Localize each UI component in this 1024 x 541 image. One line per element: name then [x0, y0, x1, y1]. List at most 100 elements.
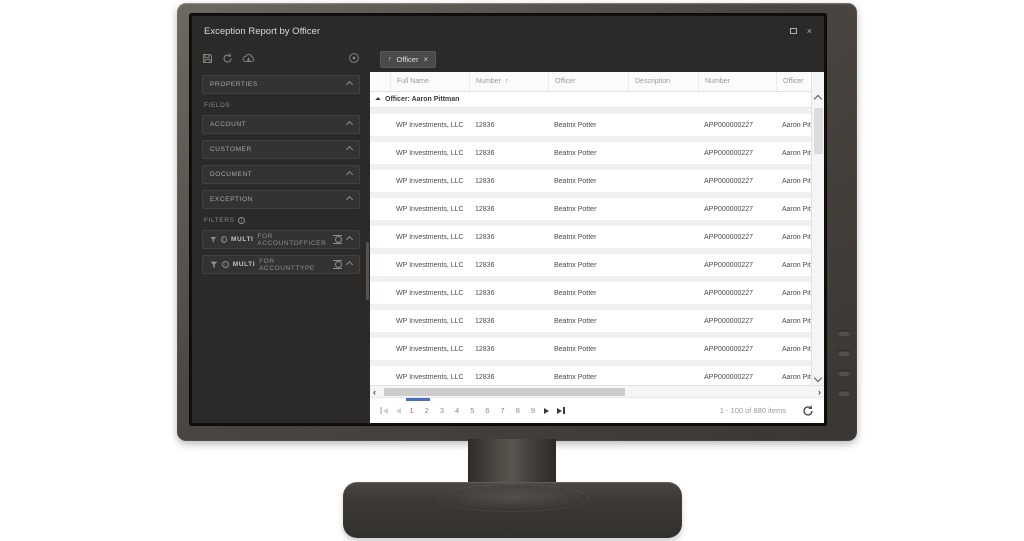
- sidebar-field-panel[interactable]: ACCOUNT: [202, 115, 360, 134]
- previous-page-button[interactable]: [395, 407, 401, 414]
- table-row[interactable]: WP Investments, LLC 12836 Beatrix Potter…: [370, 366, 811, 385]
- sidebar-field-panel[interactable]: CUSTOMER: [202, 140, 360, 159]
- fields-section-label: FIELDS: [204, 102, 358, 109]
- monitor-button-3[interactable]: [838, 370, 850, 375]
- table-row[interactable]: WP Investments, LLC 12836 Beatrix Potter…: [370, 114, 811, 136]
- cell-group-officer: Aaron Pittman: [782, 289, 811, 297]
- column-header-officer-2[interactable]: Officer: [776, 72, 811, 91]
- chevron-up-icon: [345, 120, 354, 129]
- filter-panels: i MULTI FOR ACCOUNTOFFICER i MULTI FOR A…: [202, 230, 360, 274]
- group-chip-officer[interactable]: ↑ Officer ×: [380, 50, 437, 68]
- first-page-button[interactable]: [380, 407, 388, 414]
- column-header-description[interactable]: Description: [628, 72, 698, 91]
- column-header-group-indent: [370, 72, 390, 91]
- column-header-number-2[interactable]: Number: [698, 72, 776, 91]
- cell-app-number: APP000000227: [704, 205, 754, 213]
- pager-page-9[interactable]: 9: [530, 406, 536, 415]
- table-row[interactable]: WP Investments, LLC 12836 Beatrix Potter…: [370, 310, 811, 332]
- screen: Exception Report by Officer ×: [192, 16, 824, 423]
- scroll-right-icon[interactable]: ›: [818, 387, 821, 397]
- sidebar-field-panel[interactable]: DOCUMENT: [202, 165, 360, 184]
- next-page-button[interactable]: [544, 407, 550, 414]
- gear-icon[interactable]: [335, 261, 342, 268]
- scroll-up-icon[interactable]: [813, 94, 823, 104]
- filter-description: FOR ACCOUNTTYPE: [259, 257, 315, 272]
- cell-full-name: WP Investments, LLC: [396, 289, 464, 297]
- close-icon[interactable]: ×: [806, 25, 812, 36]
- column-header-full-name[interactable]: Full Name: [390, 72, 469, 91]
- cloud-download-icon[interactable]: [242, 53, 255, 64]
- horizontal-scrollbar[interactable]: ‹ ›: [370, 385, 824, 401]
- pager-page-3[interactable]: 3: [439, 406, 445, 415]
- grid-rows: WP Investments, LLC 12836 Beatrix Potter…: [370, 114, 811, 385]
- sidebar-filter-panel[interactable]: i MULTI FOR ACCOUNTOFFICER: [202, 230, 360, 249]
- group-bar: ↑ Officer ×: [370, 46, 824, 72]
- app-header: Exception Report by Officer ×: [192, 16, 824, 46]
- column-header-number[interactable]: Number ↑: [469, 72, 548, 91]
- cell-group-officer: Aaron Pittman: [782, 149, 811, 157]
- sidebar-filter-panel[interactable]: i MULTI FOR ACCOUNTTYPE: [202, 255, 360, 274]
- grid-header: Full Name Number ↑ Officer Description Nu…: [370, 72, 811, 92]
- cell-full-name: WP Investments, LLC: [396, 149, 464, 157]
- scroll-down-icon[interactable]: [813, 373, 823, 383]
- pager-page-6[interactable]: 6: [485, 406, 490, 415]
- vertical-scroll-thumb[interactable]: [814, 108, 823, 154]
- cell-app-number: APP000000227: [704, 149, 754, 157]
- cell-officer: Beatrix Potter: [554, 233, 597, 241]
- cell-officer: Beatrix Potter: [554, 289, 597, 297]
- field-panel-label: EXCEPTION: [210, 196, 253, 203]
- pager-page-1[interactable]: 1: [409, 406, 414, 415]
- remove-group-icon[interactable]: ×: [423, 54, 429, 64]
- info-icon: i: [221, 261, 229, 268]
- panel-properties[interactable]: PROPERTIES: [202, 75, 360, 94]
- cell-group-officer: Aaron Pittman: [782, 261, 811, 269]
- table-row[interactable]: WP Investments, LLC 12836 Beatrix Potter…: [370, 254, 811, 276]
- table-row[interactable]: WP Investments, LLC 12836 Beatrix Potter…: [370, 170, 811, 192]
- column-header-officer[interactable]: Officer: [548, 72, 628, 91]
- monitor-button-1[interactable]: [838, 330, 850, 335]
- monitor-button-2[interactable]: [838, 350, 850, 355]
- table-row[interactable]: WP Investments, LLC 12836 Beatrix Potter…: [370, 198, 811, 220]
- gear-icon[interactable]: [335, 236, 342, 243]
- pager-page-2[interactable]: 2: [424, 406, 429, 415]
- cell-app-number: APP000000227: [704, 317, 754, 325]
- horizontal-scroll-thumb[interactable]: [384, 388, 625, 396]
- sidebar-scrollbar[interactable]: [366, 242, 369, 300]
- cell-group-officer: Aaron Pittman: [782, 121, 811, 129]
- pager-page-7[interactable]: 7: [500, 406, 505, 415]
- vertical-scrollbar[interactable]: [811, 72, 824, 385]
- group-header-row[interactable]: Officer: Aaron Pittman: [370, 92, 811, 108]
- last-page-button[interactable]: [557, 407, 565, 414]
- pager-page-5[interactable]: 5: [470, 406, 475, 415]
- pager-page-8[interactable]: 8: [515, 406, 520, 415]
- pager: 1 2 3 4 5 6 7 8 9 1 - 100 of 880 items: [370, 397, 824, 423]
- cell-officer: Beatrix Potter: [554, 177, 597, 185]
- collapse-group-icon[interactable]: [375, 96, 381, 103]
- maximize-icon[interactable]: [789, 28, 797, 34]
- cell-number: 12836: [475, 121, 495, 129]
- fields-label-text: FIELDS: [204, 102, 231, 109]
- cell-number: 12836: [475, 289, 495, 297]
- monitor-button-4[interactable]: [838, 390, 850, 395]
- field-panel-label: CUSTOMER: [210, 146, 252, 153]
- cell-officer: Beatrix Potter: [554, 317, 597, 325]
- table-row[interactable]: WP Investments, LLC 12836 Beatrix Potter…: [370, 142, 811, 164]
- monitor: Exception Report by Officer ×: [177, 3, 857, 441]
- cell-officer: Beatrix Potter: [554, 261, 597, 269]
- cell-full-name: WP Investments, LLC: [396, 205, 464, 213]
- grid-region: ↑ Officer × Full Name: [370, 46, 824, 423]
- table-row[interactable]: WP Investments, LLC 12836 Beatrix Potter…: [370, 226, 811, 248]
- sidebar-toolbar: [202, 47, 360, 69]
- table-row[interactable]: WP Investments, LLC 12836 Beatrix Potter…: [370, 338, 811, 360]
- save-icon[interactable]: [202, 53, 213, 64]
- refresh-icon[interactable]: [222, 53, 233, 64]
- settings-icon[interactable]: [348, 52, 360, 64]
- table-row[interactable]: WP Investments, LLC 12836 Beatrix Potter…: [370, 282, 811, 304]
- pager-page-4[interactable]: 4: [455, 406, 460, 415]
- sidebar-field-panel[interactable]: EXCEPTION: [202, 190, 360, 209]
- sort-asc-icon: ↑: [388, 55, 392, 63]
- scroll-left-icon[interactable]: ‹: [373, 387, 376, 397]
- pager-refresh-icon[interactable]: [802, 405, 814, 417]
- cell-group-officer: Aaron Pittman: [782, 205, 811, 213]
- cell-number: 12836: [475, 345, 495, 353]
